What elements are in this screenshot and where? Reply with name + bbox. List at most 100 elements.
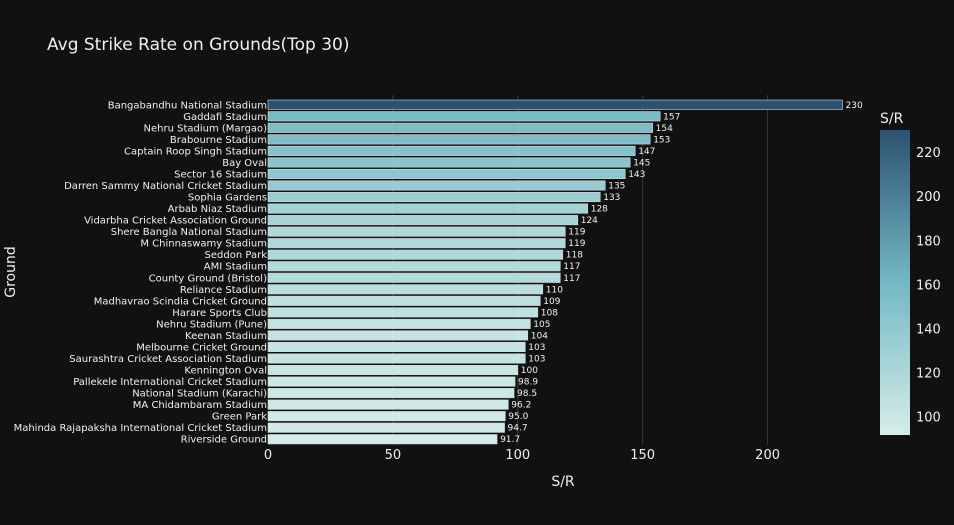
category-label: Green Park [212,412,267,423]
category-label: Arbab Niaz Stadium [168,204,267,215]
value-label: 96.2 [511,401,531,411]
value-label: 153 [653,135,670,145]
value-label: 230 [846,101,863,111]
colorbar-tick-label: 180 [916,234,941,249]
bar[interactable] [267,388,515,399]
value-label: 128 [591,205,608,215]
value-label: 94.7 [508,424,528,434]
category-label: National Stadium (Karachi) [132,389,267,400]
bar[interactable] [267,145,636,156]
bar[interactable] [267,422,505,433]
value-label: 98.5 [517,389,537,399]
bar[interactable] [267,134,651,145]
category-label: Bay Oval [222,158,267,169]
bar[interactable] [267,330,529,341]
y-axis-title: Ground [3,246,19,298]
bar[interactable] [267,272,561,283]
value-label: 105 [533,320,550,330]
bar[interactable] [267,192,601,203]
bar[interactable] [267,341,526,352]
bar[interactable] [267,122,653,133]
colorbar-title: S/R [880,111,904,127]
value-label: 124 [581,216,598,226]
value-label: 108 [541,308,558,318]
category-label: Captain Roop Singh Stadium [124,146,267,157]
bar[interactable] [267,238,566,249]
category-label: M Chinnaswamy Stadium [140,239,267,250]
x-tick-label: 200 [755,448,780,463]
category-label: Pallekele International Cricket Stadium [73,377,267,388]
value-label: 145 [633,158,650,168]
colorbar-tick-label: 140 [916,322,941,337]
x-tick-label: 50 [385,448,402,463]
colorbar-gradient [880,130,910,435]
value-label: 143 [628,170,645,180]
category-label: AMI Stadium [204,262,267,273]
category-label: Sophia Gardens [188,193,267,204]
value-label: 119 [568,239,585,249]
bar[interactable] [267,99,843,110]
category-label: Keenan Stadium [185,331,267,342]
bar[interactable] [267,353,526,364]
value-label: 117 [563,262,580,272]
bar[interactable] [267,180,606,191]
bar[interactable] [267,307,539,318]
category-label: Darren Sammy National Cricket Stadium [64,181,267,192]
bar[interactable] [267,284,544,295]
value-label: 110 [546,285,563,295]
category-label: Kennington Oval [184,366,267,377]
x-tick-label: 150 [630,448,655,463]
category-label: Bangabandhu National Stadium [108,100,267,111]
category-label: Nehru Stadium (Margao) [144,123,268,134]
value-label: 119 [568,228,585,238]
colorbar: S/R 100 120 140 160 180 200 220 [880,111,941,435]
bar[interactable] [267,168,626,179]
category-label: County Ground (Bristol) [149,273,267,284]
bar[interactable] [267,411,506,422]
category-label: Shere Bangla National Stadium [111,227,267,238]
bar[interactable] [267,249,564,260]
colorbar-tick-label: 160 [916,278,941,293]
value-label: 103 [528,355,545,365]
bar[interactable] [267,376,516,387]
chart-title: Avg Strike Rate on Grounds(Top 30) [47,35,350,55]
value-label: 95.0 [508,412,528,422]
category-label: Nehru Stadium (Pune) [156,319,267,330]
bar[interactable] [267,226,566,237]
category-label: Gaddafi Stadium [183,112,267,123]
category-label: Brabourne Stadium [170,135,267,146]
value-label: 104 [531,331,548,341]
bar[interactable] [267,157,631,168]
category-label: Vidarbha Cricket Association Ground [84,216,267,227]
category-label: Seddon Park [205,250,268,261]
bar[interactable] [267,261,561,272]
bar[interactable] [267,434,498,445]
value-label: 157 [663,112,680,122]
x-tick-label: 100 [505,448,530,463]
colorbar-tick-label: 220 [916,146,941,161]
category-label: Madhavrao Scindia Cricket Ground [94,296,267,307]
value-label: 100 [521,366,538,376]
value-label: 109 [543,297,560,307]
bar[interactable] [267,203,589,214]
colorbar-tick-label: 120 [916,367,941,382]
bar[interactable] [267,295,541,306]
value-label: 103 [528,343,545,353]
bar[interactable] [267,111,661,122]
bar[interactable] [267,399,509,410]
colorbar-tick-label: 100 [916,411,941,426]
x-tick-label: 0 [264,448,272,463]
bar[interactable] [267,365,519,376]
x-axis-ticks: 0 50 100 150 200 [264,448,780,463]
value-label: 118 [566,251,583,261]
category-label: Harare Sports Club [172,308,267,319]
category-label: Sector 16 Stadium [174,169,267,180]
value-label: 98.9 [518,378,538,388]
category-label: Melbourne Cricket Ground [136,342,267,353]
bar[interactable] [267,215,579,226]
bar[interactable] [267,318,531,329]
value-label: 135 [608,182,625,192]
value-label: 147 [638,147,655,157]
